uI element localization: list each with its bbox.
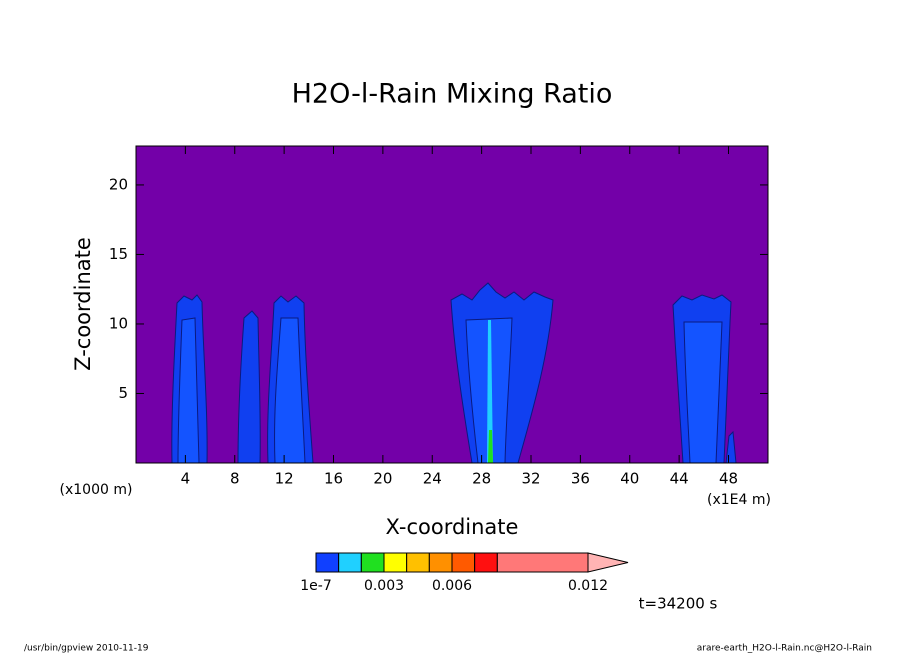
- x-tick-label: 32: [521, 470, 540, 488]
- x-unit-label: (x1000 m): [60, 482, 133, 498]
- colorbar-box: [406, 552, 430, 573]
- colorbar-box: [360, 552, 385, 573]
- plot-frame: [135, 145, 769, 464]
- y-axis-label: Z-coordinate: [71, 237, 95, 371]
- x-tick-label: 20: [373, 470, 392, 488]
- x-tick-label: 8: [230, 470, 240, 488]
- x-tick-label: 24: [423, 470, 442, 488]
- x-tick-label: 12: [275, 470, 294, 488]
- colorbar-box: [428, 552, 453, 573]
- time-label: t=34200 s: [639, 595, 718, 613]
- colorbar-extension: [587, 552, 629, 573]
- x-axis-label: X-coordinate: [386, 515, 519, 539]
- x-tick-label: 36: [571, 470, 590, 488]
- x-tick-label: 44: [670, 470, 689, 488]
- colorbar-tick-label: 0.003: [364, 578, 404, 594]
- x-tick-label: 48: [719, 470, 738, 488]
- colorbar-box: [496, 552, 589, 573]
- x-tick-label: 4: [181, 470, 191, 488]
- colorbar-box: [474, 552, 498, 573]
- colorbar-tick-label: 1e-7: [300, 578, 331, 594]
- chart-title: H2O-l-Rain Mixing Ratio: [292, 79, 613, 110]
- y-tick-label: 15: [109, 245, 128, 263]
- contour-region: [488, 430, 493, 463]
- x-tick-label: 28: [472, 470, 491, 488]
- contour-region: [274, 317, 306, 464]
- x-tick-label: 40: [620, 470, 639, 488]
- contour-region: [683, 321, 723, 464]
- y-tick-label: 20: [109, 175, 128, 193]
- y-tick-label: 5: [118, 384, 128, 402]
- colorbar-tick-label: 0.006: [432, 578, 472, 594]
- colorbar-box: [451, 552, 476, 573]
- colorbar-box: [315, 552, 340, 573]
- contour-regions: [171, 282, 737, 464]
- colorbar-box: [338, 552, 362, 573]
- contour-region: [487, 320, 493, 463]
- y-tick-label: 10: [109, 314, 128, 332]
- x-tick-label: 16: [324, 470, 343, 488]
- contour-region: [237, 310, 261, 464]
- footer: /usr/bin/gpview 2010-11-19: [24, 644, 149, 654]
- colorbar-box: [383, 552, 408, 573]
- colorbar-tick-label: 0.012: [568, 578, 608, 594]
- footer: arare-earth_H2O-l-Rain.nc@H2O-l-Rain: [697, 644, 872, 654]
- contour-region: [177, 317, 200, 464]
- x-unit-label: (x1E4 m): [707, 492, 771, 508]
